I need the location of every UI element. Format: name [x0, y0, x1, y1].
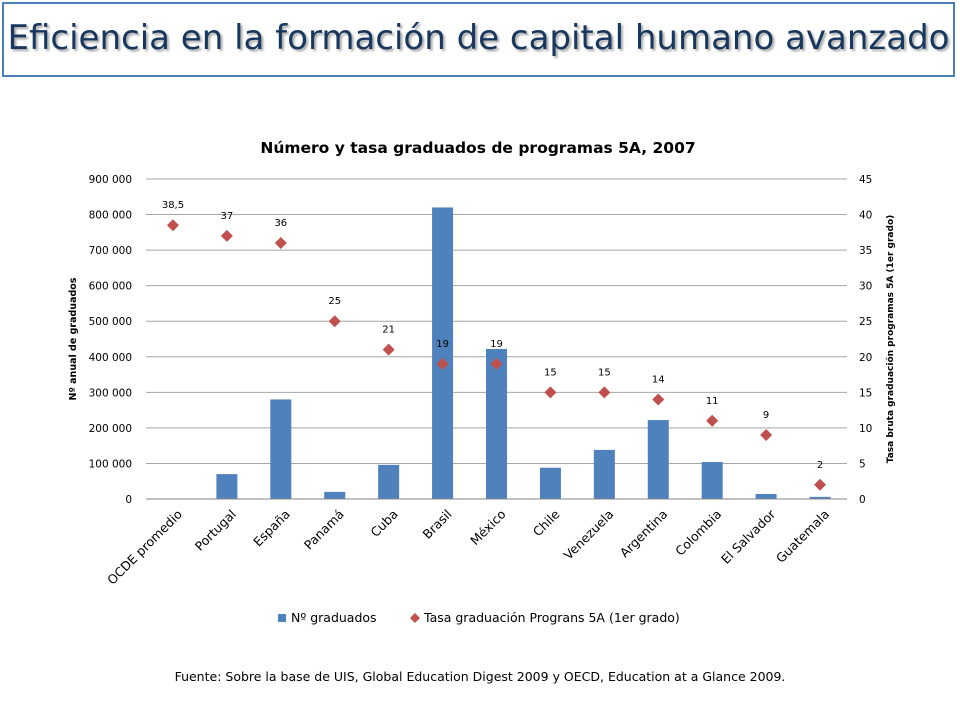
y2-tick-label: 30	[859, 281, 872, 293]
y2-tick-label: 0	[859, 494, 866, 506]
x-tick-label: Guatemala	[773, 507, 832, 566]
x-tick-label: México	[467, 507, 508, 548]
x-tick-label: Cuba	[367, 507, 400, 540]
y2-tick-label: 5	[859, 458, 866, 470]
rate-data-label: 15	[544, 367, 557, 378]
rate-marker	[382, 343, 395, 356]
y-tick-label: 400 000	[89, 352, 132, 364]
rate-data-label: 25	[328, 296, 341, 307]
y2-tick-label: 10	[859, 423, 872, 435]
rate-marker	[490, 357, 503, 370]
y2-tick-label: 35	[859, 245, 872, 257]
rate-data-label: 36	[274, 218, 287, 229]
x-tick-label: Panamá	[301, 507, 347, 553]
y-tick-label: 900 000	[89, 174, 132, 186]
bar-graduados	[432, 207, 454, 499]
y-tick-label: 700 000	[89, 245, 132, 257]
x-tick-label: El Salvador	[718, 506, 779, 567]
legend-marker-swatch	[410, 613, 420, 623]
x-tick-label: Colombia	[672, 507, 724, 559]
rate-marker	[166, 219, 179, 232]
slide-title: Eficiencia en la formación de capital hu…	[7, 18, 950, 58]
y-tick-label: 0	[125, 494, 132, 506]
x-tick-label: Chile	[530, 506, 563, 539]
rate-marker	[652, 393, 665, 406]
y-tick-label: 500 000	[89, 316, 132, 328]
bar-graduados	[378, 464, 400, 499]
bar-graduados	[593, 449, 615, 499]
y2-tick-label: 20	[859, 352, 872, 364]
y2-tick-label: 40	[859, 210, 872, 222]
bar-graduados	[324, 491, 346, 499]
rate-data-label: 37	[221, 211, 234, 222]
rate-marker	[544, 386, 557, 399]
bar-graduados	[701, 462, 723, 499]
bar-graduados	[539, 467, 561, 499]
rate-data-label: 14	[652, 374, 665, 385]
x-tick-label: Venezuela	[560, 507, 616, 563]
rate-marker	[436, 357, 449, 370]
rate-marker	[598, 386, 611, 399]
bar-graduados	[216, 474, 238, 499]
y2-tick-label: 25	[859, 316, 872, 328]
bar-graduados	[486, 348, 507, 499]
rate-data-label: 38,5	[162, 200, 184, 211]
y-tick-label: 300 000	[89, 387, 132, 399]
legend-bar-swatch	[278, 614, 286, 622]
bar-graduados	[755, 494, 777, 499]
bar-graduados	[270, 399, 292, 499]
bar-graduados	[809, 496, 831, 499]
rate-data-label: 19	[436, 339, 449, 350]
bar-graduados	[647, 420, 669, 499]
rate-data-label: 2	[817, 460, 823, 471]
y-tick-label: 600 000	[89, 281, 132, 293]
x-tick-label: España	[250, 507, 293, 550]
x-tick-label: Portugal	[192, 507, 239, 554]
rate-marker	[220, 229, 233, 242]
rate-marker	[274, 237, 287, 249]
rate-data-label: 9	[763, 410, 769, 421]
rate-marker	[760, 429, 773, 441]
rate-data-label: 15	[598, 367, 611, 378]
rate-data-label: 11	[706, 396, 719, 407]
source-note: Fuente: Sobre la base de UIS, Global Edu…	[174, 669, 786, 684]
rate-data-label: 21	[382, 325, 395, 336]
x-tick-label: OCDE promedio	[104, 507, 185, 588]
rate-marker	[328, 315, 341, 328]
title-banner: Eficiencia en la formación de capital hu…	[2, 2, 955, 77]
x-tick-label: Argentina	[617, 507, 671, 561]
chart-title: Número y tasa graduados de programas 5A,…	[260, 139, 695, 157]
y2-tick-label: 45	[859, 174, 872, 186]
rate-marker	[706, 414, 719, 427]
y-tick-label: 800 000	[89, 210, 132, 222]
legend-bar-label: Nº graduados	[291, 610, 377, 625]
x-tick-label: Brasil	[419, 507, 454, 542]
y-axis-label: Nº anual de graduados	[68, 277, 79, 400]
y2-tick-label: 15	[859, 387, 872, 399]
y-tick-label: 100 000	[89, 458, 132, 470]
rate-marker	[814, 478, 827, 491]
y-tick-label: 200 000	[89, 423, 132, 435]
rate-data-label: 19	[490, 339, 503, 350]
y2-axis-label: Tasa bruta graduación programas 5A (1er …	[885, 215, 896, 464]
graduates-chart: Número y tasa graduados de programas 5A,…	[68, 139, 896, 625]
legend-marker-label: Tasa graduación Prograns 5A (1er grado)	[423, 610, 680, 625]
